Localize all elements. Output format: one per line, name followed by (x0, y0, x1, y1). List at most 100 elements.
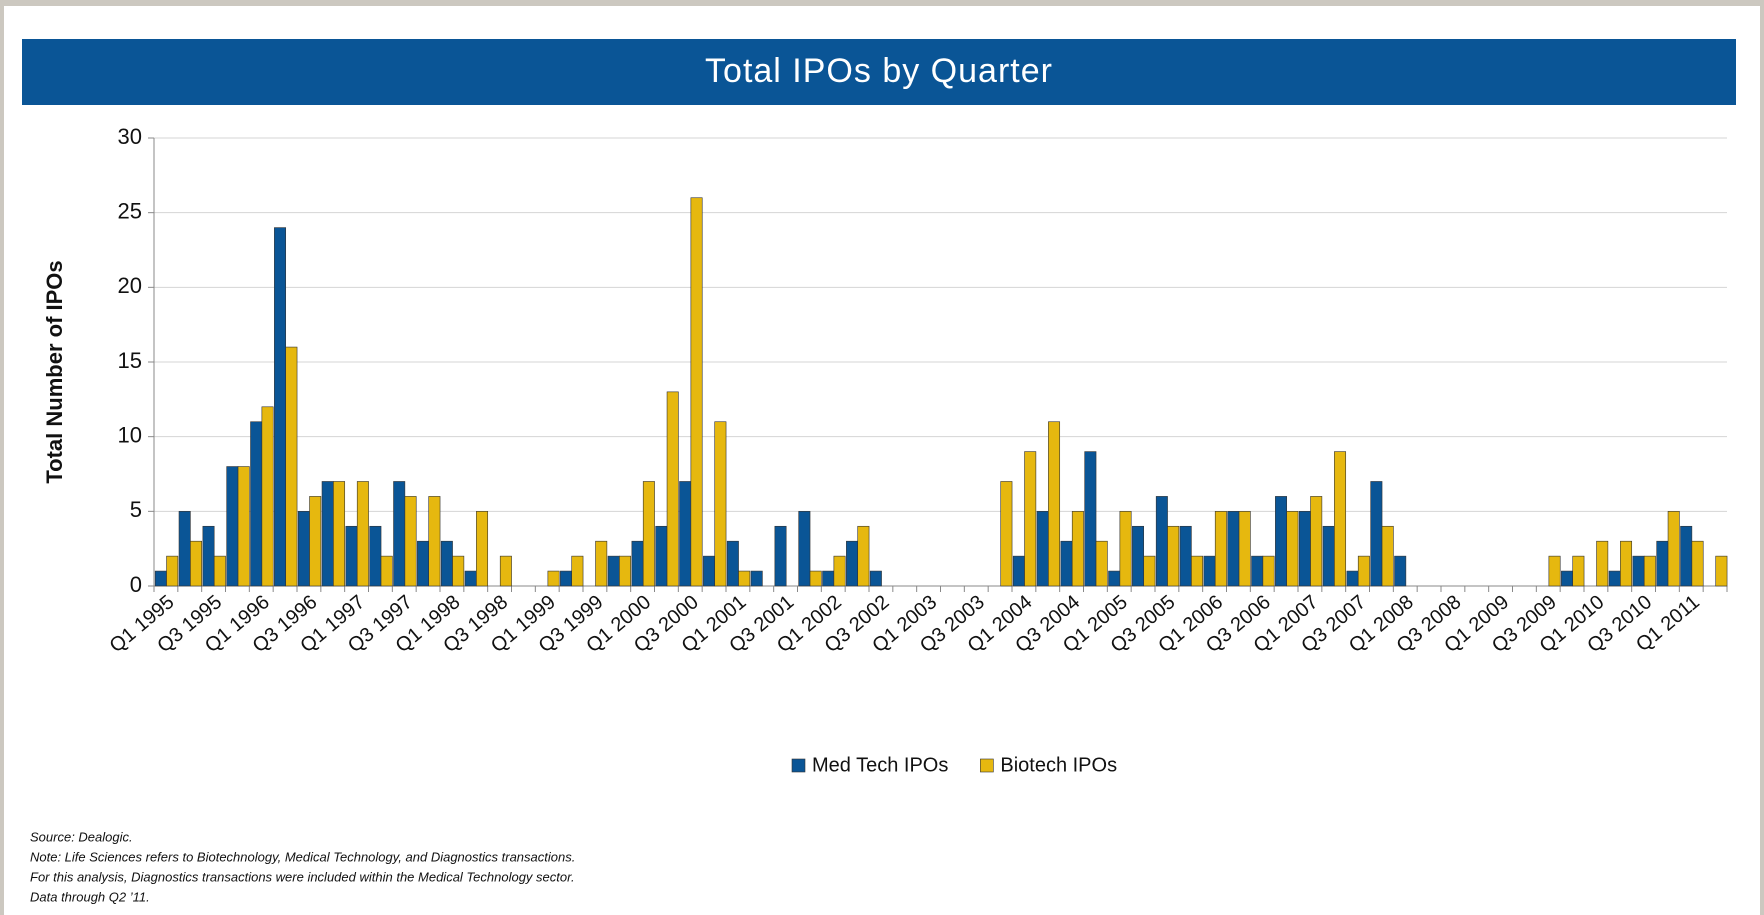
bar (1656, 540, 1669, 587)
bar (869, 570, 882, 587)
bar (1548, 555, 1561, 587)
bar (1680, 525, 1693, 587)
bar (774, 525, 787, 587)
bar (560, 570, 573, 587)
bar (404, 496, 417, 587)
bar (393, 481, 406, 587)
bar (714, 421, 727, 587)
bar (464, 570, 477, 587)
y-tick-label: 30 (118, 124, 142, 149)
y-axis-label: Total Number of IPOs (42, 260, 67, 483)
legend-swatch (791, 758, 806, 773)
bar (1179, 525, 1192, 587)
legend-swatch (980, 758, 994, 773)
title-bar (22, 39, 1736, 105)
bar (750, 570, 763, 587)
bar (1012, 555, 1025, 587)
bar (1572, 555, 1585, 587)
bar (178, 511, 191, 587)
bar (1238, 511, 1251, 587)
bar (1108, 570, 1121, 587)
bar (1071, 511, 1084, 587)
y-tick-label: 20 (118, 273, 142, 298)
bar (1370, 481, 1383, 587)
bar (571, 555, 584, 587)
bar (1596, 540, 1609, 587)
bar (1203, 555, 1216, 587)
footnote: Data through Q2 ’11. (30, 889, 150, 904)
bar (1632, 555, 1645, 587)
bar (213, 555, 226, 587)
bar (476, 511, 489, 587)
bar (1310, 496, 1323, 587)
bar (297, 511, 310, 587)
bar (499, 555, 512, 587)
bar (261, 406, 274, 587)
bar (1119, 511, 1132, 587)
bar (1048, 421, 1061, 587)
bar (1275, 496, 1288, 587)
bar (738, 570, 751, 587)
bar (380, 555, 393, 587)
bar (237, 466, 250, 587)
bar (1381, 525, 1394, 587)
bar (1060, 540, 1073, 587)
bar (798, 511, 811, 587)
chart-title: Total IPOs by Quarter (705, 52, 1053, 90)
bar (1000, 481, 1013, 587)
bar (1167, 525, 1180, 587)
chart: Total IPOs by Quarter Total Number of IP… (22, 39, 1736, 904)
bar (1191, 555, 1204, 587)
y-tick-label: 0 (130, 572, 142, 597)
bar (1667, 511, 1680, 587)
bar (1298, 511, 1311, 587)
y-tick-label: 25 (118, 198, 142, 223)
bar (1251, 555, 1264, 587)
bar (846, 540, 859, 587)
y-tick-label: 15 (118, 348, 142, 373)
bar (703, 555, 716, 587)
bar (666, 391, 679, 587)
bar (1608, 570, 1621, 587)
bar (428, 496, 441, 587)
bar (833, 555, 846, 587)
bar (1691, 540, 1704, 587)
bar (226, 466, 239, 587)
footnote: For this analysis, Diagnostics transacti… (30, 869, 575, 884)
bar (1262, 555, 1275, 587)
footnote: Source: Dealogic. (30, 829, 133, 844)
bar (309, 496, 322, 587)
bar (1286, 511, 1299, 587)
bar (726, 540, 739, 587)
bar (345, 525, 358, 587)
bar (1214, 511, 1227, 587)
bar (642, 481, 655, 587)
y-tick-label: 5 (130, 497, 142, 522)
y-tick-label: 10 (118, 422, 142, 447)
bar (547, 570, 560, 587)
bar (1561, 570, 1574, 587)
legend-label: Med Tech IPOs (812, 754, 948, 776)
bar (356, 481, 369, 587)
bar (1143, 555, 1156, 587)
bar (166, 555, 179, 587)
bar (154, 570, 167, 587)
bar (1322, 525, 1335, 587)
bar (655, 525, 668, 587)
bar (809, 570, 822, 587)
bar (1334, 451, 1347, 587)
bar (1620, 540, 1633, 587)
bar (417, 540, 430, 587)
bar (1643, 555, 1656, 587)
bar (250, 421, 263, 587)
bar (1155, 496, 1168, 587)
bar (1084, 451, 1097, 587)
bar (285, 346, 298, 587)
bar (452, 555, 465, 587)
bar (822, 570, 835, 587)
bar (857, 525, 870, 587)
bar (690, 197, 703, 587)
bar (679, 481, 692, 587)
bar (607, 555, 620, 587)
